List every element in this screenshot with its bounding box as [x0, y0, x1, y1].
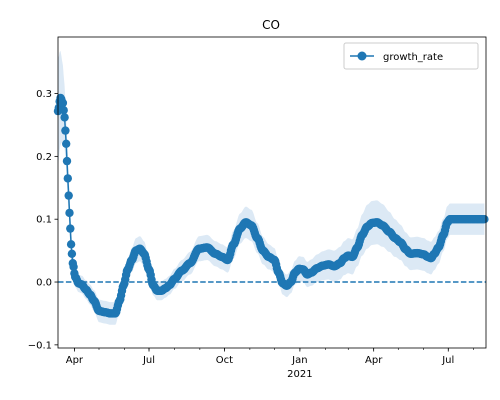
data-point [63, 174, 72, 183]
x-tick-label: Jul [142, 355, 155, 366]
y-tick-label: 0.1 [36, 215, 52, 226]
data-point [58, 98, 68, 108]
confidence-band-layer [58, 50, 485, 325]
plot-frame [57, 36, 487, 349]
data-point [62, 156, 72, 166]
series-layer [53, 93, 489, 318]
data-point [59, 106, 68, 115]
y-tick-label: −0.1 [28, 340, 52, 351]
data-point [61, 126, 70, 135]
y-tick-label: 0.2 [36, 152, 52, 163]
x-tick-sublabel: 2021 [287, 369, 312, 380]
data-point [60, 113, 69, 122]
data-point [65, 208, 74, 218]
data-point [61, 139, 71, 148]
y-tick-label: 0.0 [36, 278, 52, 289]
x-tick-label: Oct [216, 355, 233, 366]
x-tick-label: Apr [365, 355, 383, 366]
legend: growth_rate [343, 42, 479, 70]
chart-title: CO [262, 18, 280, 32]
data-point [66, 224, 75, 233]
legend-label-growth-rate: growth_rate [383, 52, 443, 63]
data-point [66, 240, 76, 249]
legend-box [343, 42, 479, 70]
legend-marker-sample [357, 51, 367, 61]
data-point [69, 262, 78, 271]
data-point [64, 191, 73, 200]
x-tick-label: Apr [66, 355, 84, 366]
axes: −0.1 0.0 0.1 0.2 0.3 Apr Jul Oct Jan 2021 Apr Jul [28, 36, 487, 380]
data-point [480, 215, 489, 224]
confidence-band [58, 50, 485, 325]
x-tick-label: Jul [441, 355, 454, 366]
data-point [67, 249, 77, 258]
x-tick-label: Jan [291, 355, 307, 366]
y-tick-label: 0.3 [36, 89, 52, 100]
